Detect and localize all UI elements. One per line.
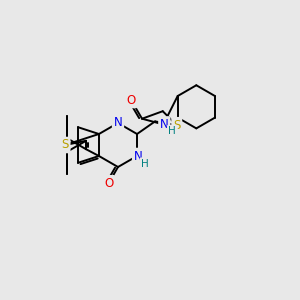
Text: H: H xyxy=(168,126,176,136)
Text: O: O xyxy=(126,94,136,106)
Text: S: S xyxy=(173,119,180,132)
Text: N: N xyxy=(114,116,122,130)
Text: N: N xyxy=(134,149,142,163)
Text: S: S xyxy=(61,139,69,152)
Text: N: N xyxy=(160,118,169,131)
Text: O: O xyxy=(104,177,113,190)
Text: H: H xyxy=(141,159,149,169)
